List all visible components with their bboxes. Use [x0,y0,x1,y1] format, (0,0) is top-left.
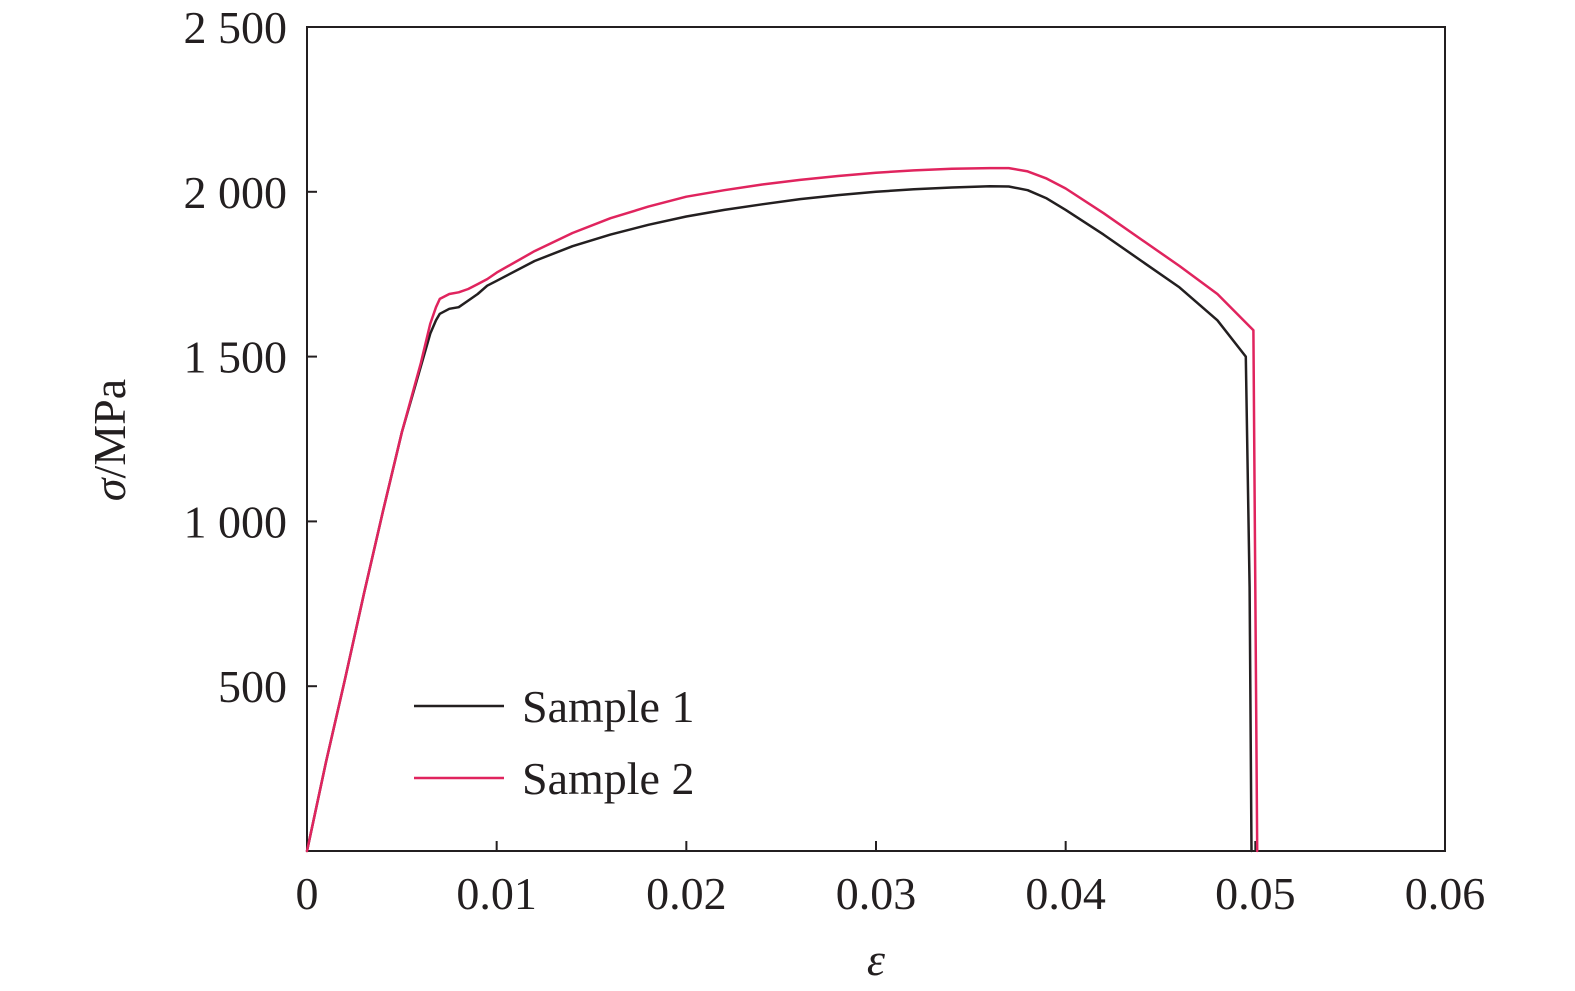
legend: Sample 1 Sample 2 [414,681,694,804]
y-tick-label: 2 500 [184,2,288,53]
legend-label-sample-2: Sample 2 [522,753,694,804]
x-tick-label: 0.05 [1215,868,1296,919]
series-layer [305,166,1259,853]
y-axis-unit: /MPa [84,379,135,479]
x-tick-label: 0 [296,868,319,919]
plot-frame [306,26,1446,852]
y-axis-symbol: σ [84,476,135,501]
y-axis-ticks: 500 1 000 1 500 2 000 2 500 [184,2,317,712]
y-tick-label: 2 000 [184,167,288,218]
y-tick-label: 1 000 [184,496,288,547]
x-tick-label: 0.02 [646,868,727,919]
y-tick-label: 500 [218,661,287,712]
y-tick-label: 1 500 [184,332,288,383]
series-line-sample-2 [305,166,1259,853]
x-tick-label: 0.04 [1025,868,1106,919]
x-tick-label: 0.06 [1405,868,1486,919]
x-tick-label: 0.03 [836,868,917,919]
legend-label-sample-1: Sample 1 [522,681,694,732]
x-axis-title: ε [867,934,886,985]
x-axis-ticks: 0 0.01 0.02 0.03 0.04 0.05 0.06 [296,841,1486,919]
series-line-sample-1 [305,184,1253,853]
x-tick-label: 0.01 [456,868,537,919]
y-axis-title: σ/MPa [84,379,135,501]
